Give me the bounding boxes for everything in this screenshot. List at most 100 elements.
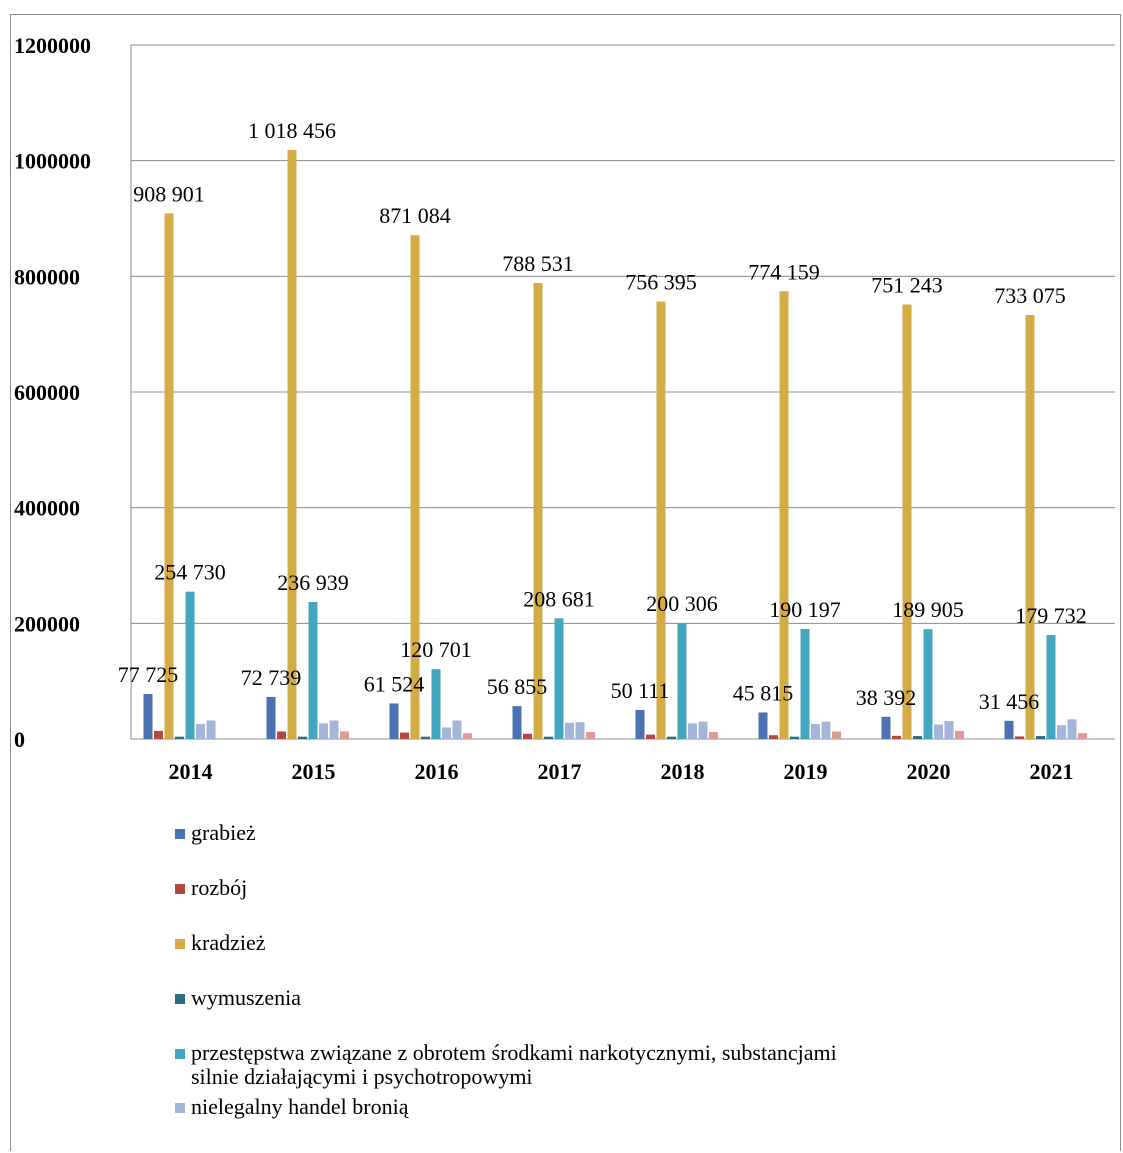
legend-swatch xyxy=(175,1049,185,1059)
bar xyxy=(554,618,564,739)
bars xyxy=(143,149,1087,740)
data-label: 733 075 xyxy=(994,283,1066,308)
bar xyxy=(913,736,922,739)
bar xyxy=(769,735,778,739)
legend-label: grabież xyxy=(191,820,256,845)
legend-item: kradzież xyxy=(175,931,266,955)
y-tick-label: 400000 xyxy=(14,496,80,521)
data-label: 120 701 xyxy=(400,637,472,662)
bar xyxy=(410,235,420,739)
bar xyxy=(923,629,933,739)
bar xyxy=(892,735,901,739)
legend-swatch xyxy=(175,939,185,949)
bar xyxy=(821,721,831,739)
bar xyxy=(143,694,153,739)
y-tick-label: 1000000 xyxy=(14,149,91,174)
data-label: 77 725 xyxy=(118,662,179,687)
data-label: 72 739 xyxy=(241,665,302,690)
bar-chart: 020000040000060000080000010000001200000 … xyxy=(14,33,1115,784)
legend-swatch xyxy=(175,1103,185,1113)
gridlines xyxy=(130,44,1115,740)
bar xyxy=(164,213,174,740)
legend-item: przestępstwa związane z obrotem środkami… xyxy=(175,1041,837,1089)
y-tick-label: 600000 xyxy=(14,380,80,405)
data-label: 756 395 xyxy=(625,270,697,295)
data-label: 190 197 xyxy=(769,597,841,622)
bar xyxy=(329,720,339,739)
data-label: 1 018 456 xyxy=(248,118,336,143)
x-category-label: 2015 xyxy=(292,759,336,784)
bar xyxy=(340,731,349,739)
bar xyxy=(463,733,472,739)
bar xyxy=(185,591,195,739)
bar xyxy=(944,721,954,739)
data-label: 254 730 xyxy=(154,560,226,585)
bar xyxy=(677,623,687,739)
bar xyxy=(635,710,645,739)
legend-swatch xyxy=(175,829,185,839)
data-labels: 77 725 72 739 61 524 56 855 50 111 45 815 38 3… xyxy=(118,118,1087,714)
bar xyxy=(881,716,891,739)
data-label: 31 456 xyxy=(979,689,1040,714)
bar xyxy=(206,720,216,739)
data-label: 236 939 xyxy=(277,570,349,595)
data-label: 871 084 xyxy=(379,203,451,228)
data-label: 61 524 xyxy=(364,671,425,696)
chart-frame: 0 200000 400000 600000 800000 1000000 1200000 … xyxy=(10,14,1121,1151)
data-label: 788 531 xyxy=(502,251,574,276)
legend-swatch xyxy=(175,994,185,1004)
bar xyxy=(811,723,820,739)
legend-label: wymuszenia xyxy=(191,985,301,1010)
legend-label: kradzież xyxy=(191,930,266,955)
bar xyxy=(154,730,163,739)
legend-item: grabież xyxy=(175,821,256,845)
data-label: 38 392 xyxy=(856,685,917,710)
x-category-label: 2019 xyxy=(784,759,828,784)
y-tick-label: 800000 xyxy=(14,264,80,289)
bar xyxy=(544,736,553,739)
bar xyxy=(319,723,328,739)
legend-swatch xyxy=(175,884,185,894)
y-tick-label: 1200000 xyxy=(14,33,91,58)
bar xyxy=(287,149,297,740)
bar xyxy=(575,722,585,739)
y-axis-ticks: 0 200000 400000 600000 800000 1000000 1200000 xyxy=(14,33,91,752)
bar xyxy=(1078,733,1087,739)
bar xyxy=(389,703,399,739)
bar xyxy=(934,724,943,739)
bar xyxy=(196,723,205,739)
bar xyxy=(1057,725,1066,739)
x-category-label: 2017 xyxy=(538,759,582,784)
bar xyxy=(1067,719,1077,739)
y-tick-label: 0 xyxy=(14,727,25,752)
x-category-label: 2018 xyxy=(661,759,705,784)
bar xyxy=(698,721,708,739)
y-tick-label: 200000 xyxy=(14,611,80,636)
bar xyxy=(277,731,286,739)
data-label: 751 243 xyxy=(871,273,943,298)
bar xyxy=(298,736,307,739)
bar xyxy=(400,732,409,739)
bar xyxy=(667,736,676,739)
x-category-label: 2016 xyxy=(415,759,459,784)
bar xyxy=(175,736,184,739)
bar xyxy=(523,733,532,739)
bar xyxy=(1015,736,1024,739)
bar xyxy=(452,720,462,739)
legend-item: rozbój xyxy=(175,876,247,900)
legend-label: nielegalny handel bronią xyxy=(191,1094,409,1119)
x-category-label: 2020 xyxy=(907,759,951,784)
bar xyxy=(758,712,768,739)
data-label: 189 905 xyxy=(892,597,964,622)
bar xyxy=(688,723,697,739)
data-label: 908 901 xyxy=(133,181,205,206)
data-label: 208 681 xyxy=(523,586,595,611)
bar xyxy=(1025,315,1035,739)
bar xyxy=(646,734,655,739)
bar xyxy=(266,696,276,739)
bar xyxy=(442,727,451,739)
legend-label: przestępstwa związane z obrotem środkami… xyxy=(191,1040,837,1089)
data-label: 45 815 xyxy=(733,681,794,706)
bar xyxy=(779,291,789,739)
bar xyxy=(586,732,595,739)
